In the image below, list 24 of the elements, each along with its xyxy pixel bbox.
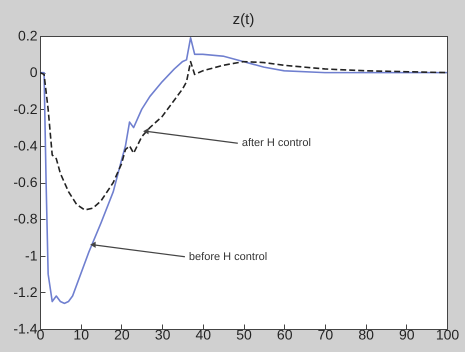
annotation: after H control — [242, 137, 311, 150]
y-tick-label: -1 — [25, 247, 38, 264]
x-tick-label: 50 — [236, 326, 252, 342]
y-tick-label: 0 — [30, 64, 38, 80]
x-tick-label: 100 — [436, 326, 460, 342]
y-tick-label: -1.2 — [13, 284, 38, 300]
y-tick-label: -0.6 — [13, 174, 38, 190]
y-tick-label: -0.4 — [13, 137, 38, 154]
x-tick-label: 70 — [318, 326, 334, 342]
x-tick-label: 10 — [73, 326, 90, 342]
x-tick-label: 40 — [196, 326, 212, 342]
x-tick-label: 80 — [358, 326, 374, 342]
x-tick-label: 60 — [276, 326, 293, 342]
y-tick-label: -1.4 — [13, 320, 38, 336]
line-series — [40, 60, 447, 211]
x-tick-label: 20 — [114, 326, 130, 342]
x-tick-label: 30 — [154, 326, 171, 342]
y-tick-label: -0.2 — [13, 100, 38, 117]
y-tick-label: 0.2 — [18, 28, 38, 44]
x-tick-label: 90 — [399, 326, 415, 342]
line-series — [40, 37, 447, 304]
chart-title: z(t) — [232, 11, 254, 28]
y-tick-label: -0.8 — [13, 210, 38, 227]
annotation: before H control — [188, 250, 268, 263]
